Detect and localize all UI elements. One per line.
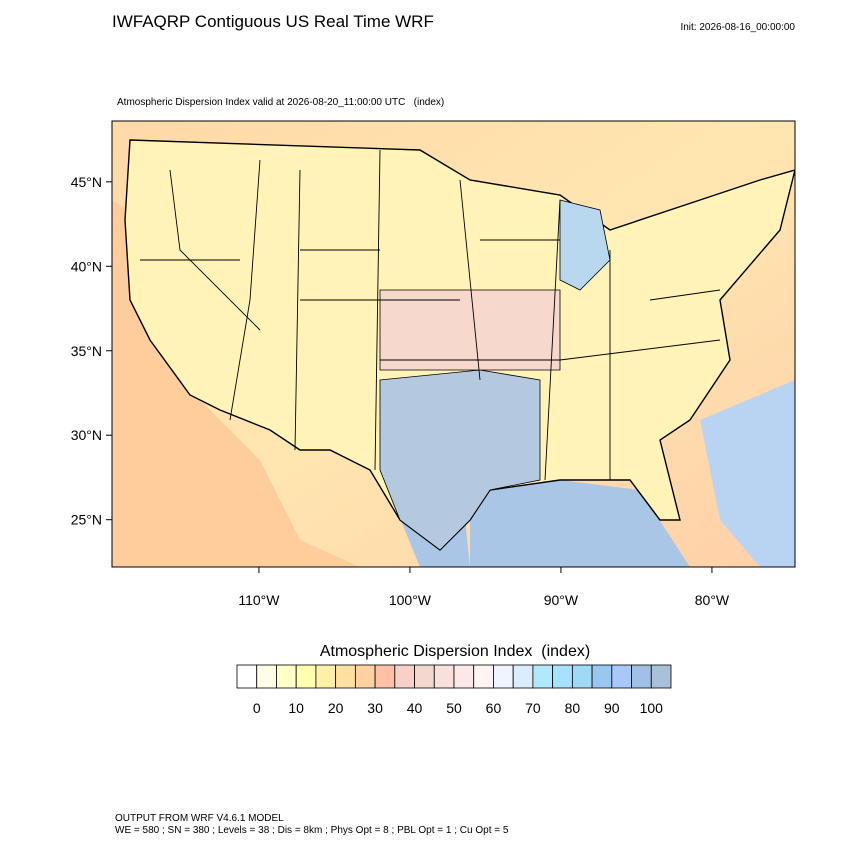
lon-tick-label: 90°W [544,592,579,608]
colorbar-box [236,664,258,689]
lat-tick-label: 25°N [71,512,102,528]
colorbar-box [650,664,672,689]
colorbar-tick-label: 50 [446,700,462,716]
map-field [112,121,795,567]
colorbar-title: Atmospheric Dispersion Index (index) [320,643,590,660]
colorbar-tick-label: 60 [486,700,502,716]
colorbar-box [512,664,534,689]
lon-tick-label: 100°W [389,592,432,608]
colorbar-box [315,664,337,689]
colorbar-box [453,664,475,689]
map-axes: 45°N 40°N 35°N 30°N 25°N 110°W 100°W 90°W 80°W [71,174,730,608]
lat-tick-label: 45°N [71,174,102,190]
colorbar-tick-label: 30 [367,700,383,716]
colorbar-box [473,664,494,689]
pacific-field [112,200,360,567]
colorbar: 0 10 20 30 40 50 60 70 80 90 100 [236,664,672,716]
colorbar-tick-label: 20 [328,700,344,716]
colorbar-box [295,664,317,689]
colorbar-box [493,664,514,689]
colorbar-box [571,664,593,689]
colorbar-box [374,664,396,689]
colorbar-box [354,664,376,689]
colorbar-tick-label: 70 [525,700,541,716]
lon-tick-label: 80°W [695,592,730,608]
colorbar-box [591,664,613,689]
colorbar-tick-label: 90 [604,700,620,716]
colorbar-box [611,664,632,689]
footer-line: WE = 580 ; SN = 380 ; Levels = 38 ; Dis … [115,825,509,836]
colorbar-box [256,664,277,689]
map-subtitle: Atmospheric Dispersion Index valid at 20… [117,97,444,108]
colorbar-box [433,664,455,689]
colorbar-tick-label: 80 [565,700,581,716]
colorbar-tick-label: 10 [288,700,304,716]
footer-line: OUTPUT FROM WRF V4.6.1 MODEL [115,813,284,824]
colorbar-box [532,664,554,689]
state-borders [140,149,721,481]
colorbar-box [335,664,356,689]
colorbar-box [631,664,652,689]
title: IWFAQRP Contiguous US Real Time WRF [112,12,434,31]
lat-tick-label: 40°N [71,258,102,274]
colorbar-tick-label: 40 [407,700,423,716]
lakes [559,199,611,291]
lat-tick-label: 30°N [71,427,102,443]
colorbar-tick-label: 0 [253,700,261,716]
atlantic-field [700,380,795,567]
colorbar-box [414,664,435,689]
colorbar-box [552,664,573,689]
colorbar-box [394,664,415,689]
map-frame [111,120,796,568]
lat-tick-label: 35°N [71,343,102,359]
lon-tick-label: 110°W [238,592,280,608]
south-central-field [379,369,541,551]
init-time: Init: 2026-08-16_00:00:00 [680,22,795,33]
colorbar-box [276,664,297,689]
central-field [379,289,561,371]
colorbar-tick-label: 100 [640,700,664,716]
